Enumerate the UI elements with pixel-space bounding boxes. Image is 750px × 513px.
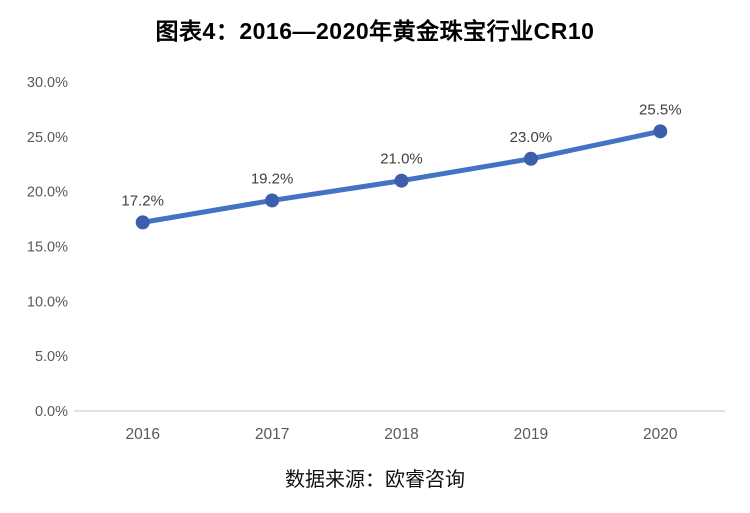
data-point-marker	[265, 193, 280, 208]
y-axis-tick-label: 15.0%	[27, 240, 68, 256]
data-point-label: 17.2%	[121, 192, 164, 209]
y-axis-tick-label: 25.0%	[27, 130, 68, 146]
x-axis-tick-label: 2018	[384, 426, 418, 443]
data-point-marker	[135, 215, 150, 230]
data-point-label: 25.5%	[639, 101, 682, 118]
x-axis-tick-label: 2016	[125, 426, 159, 443]
data-point-label: 21.0%	[380, 151, 423, 168]
data-point-label: 23.0%	[510, 129, 553, 146]
x-axis-tick-label: 2020	[643, 426, 678, 443]
data-point-marker	[653, 124, 668, 139]
data-source: 数据来源：欧睿咨询	[285, 469, 465, 491]
x-axis-tick-label: 2017	[255, 426, 289, 443]
y-axis-tick-label: 30.0%	[27, 75, 68, 91]
data-point-marker	[394, 173, 409, 188]
y-axis-tick-label: 5.0%	[35, 349, 68, 365]
data-point-marker	[523, 151, 538, 166]
y-axis-tick-label: 10.0%	[27, 294, 68, 310]
y-axis-tick-label: 0.0%	[35, 404, 68, 420]
y-axis-tick-label: 20.0%	[27, 185, 68, 201]
x-axis-tick-label: 2019	[514, 426, 548, 443]
data-point-label: 19.2%	[251, 170, 294, 187]
chart-title: 图表4：2016—2020年黄金珠宝行业CR10	[155, 18, 595, 44]
